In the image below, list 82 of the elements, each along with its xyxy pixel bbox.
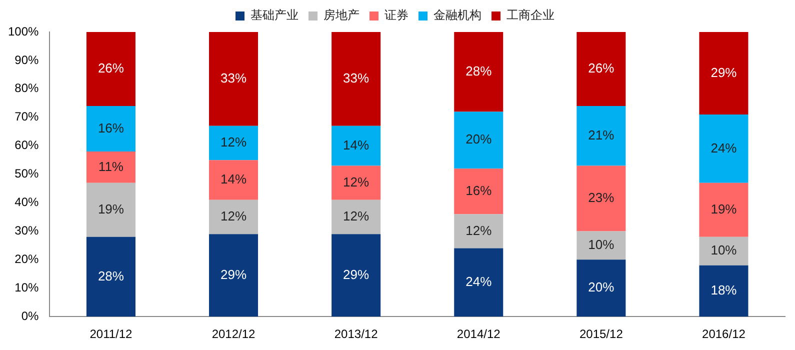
y-tick-label: 40% (14, 195, 40, 210)
bar (332, 234, 381, 317)
y-tick-label: 100% (8, 24, 40, 38)
y-tick-label: 90% (14, 52, 40, 67)
bar (86, 236, 136, 317)
bar (86, 182, 136, 237)
data-label: 28% (98, 268, 124, 284)
bar (332, 126, 381, 166)
bar (209, 200, 258, 234)
data-label: 14% (220, 172, 247, 187)
data-label: 12% (220, 208, 247, 224)
bar (454, 32, 504, 112)
data-label: 16% (466, 182, 492, 198)
data-label: 23% (588, 190, 615, 206)
bar (576, 260, 626, 317)
data-label: 29% (343, 266, 370, 282)
data-label: 24% (466, 274, 492, 290)
y-tick-label: 80% (14, 81, 40, 96)
legend-label: 工商企业 (506, 8, 554, 22)
bar (699, 265, 748, 317)
bar (576, 106, 626, 166)
y-tick-label: 20% (14, 252, 40, 266)
legend-label: 证券 (384, 8, 408, 22)
data-label: 10% (588, 237, 615, 252)
y-tick-label: 30% (14, 224, 40, 238)
data-label: 12% (343, 174, 370, 190)
x-tick-label: 2014/12 (456, 327, 501, 342)
legend-label: 基础产业 (250, 8, 298, 22)
x-tick-label: 2012/12 (212, 327, 256, 342)
x-tick-label: 2013/12 (334, 327, 378, 342)
bar (699, 32, 748, 115)
data-label: 33% (220, 70, 247, 86)
bar (209, 126, 258, 160)
bar (86, 152, 136, 183)
bar (454, 214, 504, 248)
data-label: 24% (710, 140, 738, 156)
x-tick-label: 2015/12 (579, 327, 624, 342)
bar (332, 200, 381, 234)
data-label: 28% (466, 63, 492, 78)
legend-label: 房地产 (324, 8, 360, 22)
bar (209, 32, 258, 126)
data-label: 14% (343, 137, 370, 152)
bar (86, 32, 136, 106)
bar (332, 166, 381, 200)
bar (576, 32, 626, 106)
legend-label: 金融机构 (434, 8, 482, 22)
data-label: 20% (588, 280, 615, 295)
bar (332, 32, 381, 126)
data-label: 11% (98, 158, 124, 174)
bar (699, 182, 748, 237)
data-label: 18% (710, 282, 738, 298)
y-tick-label: 50% (14, 166, 40, 181)
data-label: 20% (466, 132, 492, 147)
data-label: 26% (588, 60, 615, 76)
bar (576, 231, 626, 260)
data-label: 10% (710, 242, 738, 258)
y-tick-label: 70% (14, 110, 40, 124)
bar (209, 160, 258, 200)
bar (699, 114, 748, 183)
data-label: 21% (588, 127, 615, 142)
bar (86, 106, 136, 152)
y-tick-label: 0% (21, 308, 40, 323)
x-tick-label: 2011/12 (90, 327, 133, 342)
data-label: 12% (220, 134, 247, 150)
bar (576, 166, 626, 232)
data-label: 12% (343, 208, 370, 224)
bar (454, 112, 504, 169)
data-label: 29% (710, 64, 738, 80)
data-label: 26% (98, 60, 124, 76)
data-label: 12% (466, 222, 492, 238)
y-tick-label: 60% (14, 138, 40, 152)
bar (454, 168, 504, 214)
x-tick-label: 2016/12 (702, 327, 746, 342)
bar (209, 234, 258, 317)
data-label: 16% (98, 120, 124, 136)
data-label: 19% (710, 201, 738, 216)
data-label: 19% (98, 201, 124, 216)
data-label: 33% (343, 70, 370, 86)
bar (699, 236, 748, 266)
data-label: 29% (220, 266, 247, 282)
bar (454, 248, 504, 317)
y-tick-label: 10% (14, 280, 40, 294)
